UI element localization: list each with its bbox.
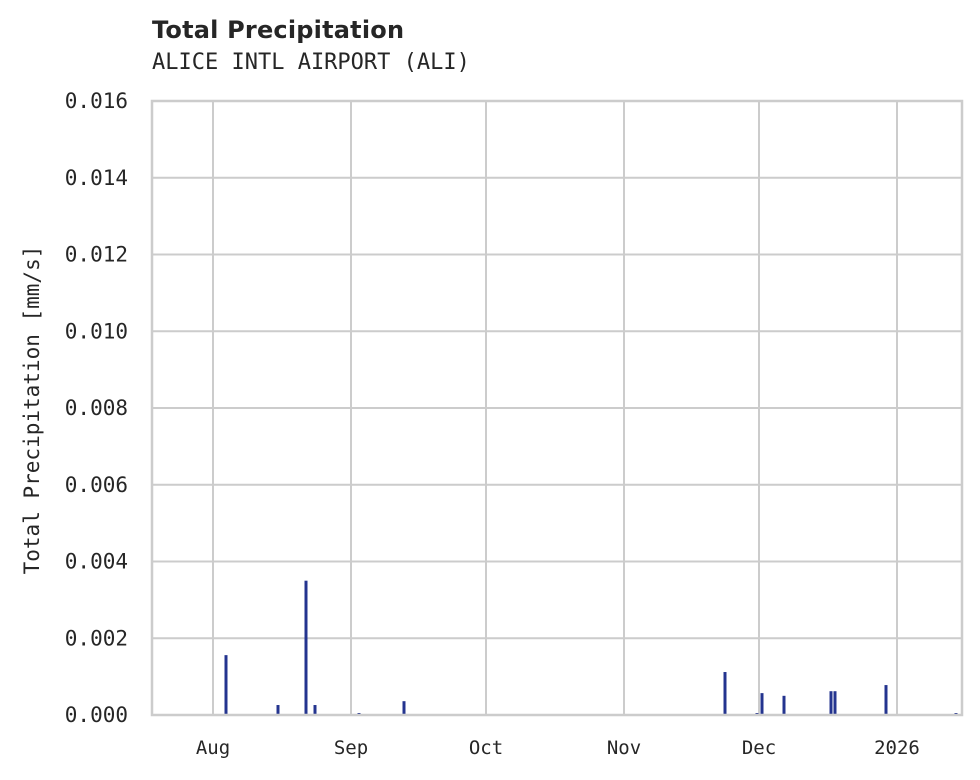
precip-bar xyxy=(884,685,888,715)
gridlines xyxy=(152,100,962,716)
y-tick-label: 0.002 xyxy=(65,626,128,650)
precip-bar xyxy=(224,655,228,715)
x-tick-labels: Aug Sep Oct Nov Dec 2026 xyxy=(196,737,920,759)
precip-bar xyxy=(723,672,727,715)
chart-subtitle: ALICE INTL AIRPORT (ALI) xyxy=(152,50,470,75)
precip-bar xyxy=(829,691,833,715)
y-tick-label: 0.006 xyxy=(65,473,128,497)
x-tick-label: Oct xyxy=(469,737,503,759)
y-tick-label: 0.000 xyxy=(65,703,128,727)
x-tick-label: Aug xyxy=(196,737,230,759)
precip-bar xyxy=(782,695,786,715)
precip-bar xyxy=(313,705,317,715)
y-tick-label: 0.004 xyxy=(65,550,128,574)
y-tick-label: 0.016 xyxy=(65,89,128,113)
y-tick-label: 0.008 xyxy=(65,396,128,420)
x-tick-label: 2026 xyxy=(874,737,920,759)
precip-bar xyxy=(402,701,406,715)
precip-bar xyxy=(304,580,308,715)
y-tick-label: 0.012 xyxy=(65,243,128,267)
plot-frame xyxy=(150,99,964,717)
x-tick-label: Dec xyxy=(742,737,776,759)
precip-bar xyxy=(760,693,764,715)
axes-frame xyxy=(150,99,964,717)
precip-bar xyxy=(276,705,280,715)
bar-series xyxy=(224,580,958,715)
y-tick-label: 0.010 xyxy=(65,319,128,343)
x-tick-label: Sep xyxy=(334,737,368,759)
chart-title: Total Precipitation xyxy=(152,16,405,44)
y-tick-labels: 0.000 0.002 0.004 0.006 0.008 0.010 0.012 0.014… xyxy=(65,89,128,727)
x-tick-label: Nov xyxy=(607,737,641,759)
y-tick-label: 0.014 xyxy=(65,166,128,190)
precip-bar xyxy=(833,691,837,715)
